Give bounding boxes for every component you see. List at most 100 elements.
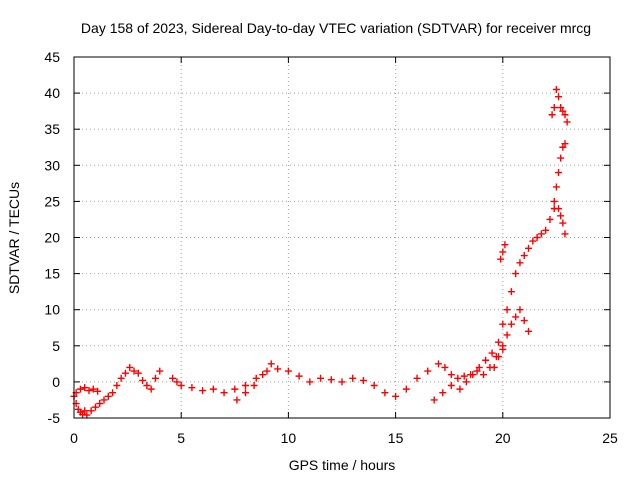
y-tick-label: 20 xyxy=(44,230,60,246)
data-point xyxy=(151,374,159,382)
data-point xyxy=(552,183,560,191)
x-tick-label: 25 xyxy=(602,430,618,446)
data-point xyxy=(488,349,496,357)
data-point xyxy=(561,230,569,238)
x-tick-label: 5 xyxy=(177,430,185,446)
data-point xyxy=(349,374,357,382)
plot-frame xyxy=(73,56,611,419)
data-point xyxy=(381,389,389,397)
data-point xyxy=(557,212,565,220)
data-point xyxy=(94,387,102,395)
data-point xyxy=(555,169,563,177)
x-axis-label: GPS time / hours xyxy=(289,457,396,473)
data-point xyxy=(563,118,571,126)
data-point xyxy=(104,392,112,400)
data-point xyxy=(439,389,447,397)
data-point xyxy=(462,378,470,386)
data-point xyxy=(87,407,95,415)
data-point xyxy=(402,385,410,393)
data-point xyxy=(177,382,185,390)
data-point xyxy=(499,342,507,350)
data-point xyxy=(117,374,125,382)
y-tick-label: 0 xyxy=(52,374,60,390)
data-point xyxy=(96,400,104,408)
data-point xyxy=(507,288,515,296)
data-point xyxy=(220,389,228,397)
data-point xyxy=(267,360,275,368)
x-tick-label: 10 xyxy=(281,430,297,446)
data-point xyxy=(83,411,91,419)
data-point xyxy=(447,371,455,379)
data-point xyxy=(559,219,567,227)
data-point xyxy=(242,382,250,390)
data-point xyxy=(507,320,515,328)
data-point xyxy=(552,85,560,93)
data-point xyxy=(447,382,455,390)
data-point xyxy=(529,237,537,245)
data-point xyxy=(561,140,569,148)
grid-lines xyxy=(74,57,610,418)
data-point xyxy=(139,376,147,384)
data-point xyxy=(81,407,89,415)
data-point xyxy=(242,389,250,397)
data-point xyxy=(306,378,314,386)
data-point xyxy=(482,356,490,364)
data-point xyxy=(456,385,464,393)
data-point xyxy=(501,241,509,249)
data-point xyxy=(555,205,563,213)
data-point xyxy=(274,365,282,373)
data-point xyxy=(495,353,503,361)
data-point xyxy=(317,374,325,382)
data-point xyxy=(550,197,558,205)
x-tick-label: 20 xyxy=(495,430,511,446)
data-point xyxy=(537,230,545,238)
data-point xyxy=(188,384,196,392)
y-tick-label: 5 xyxy=(52,338,60,354)
data-point xyxy=(559,143,567,151)
y-tick-label: 40 xyxy=(44,85,60,101)
y-tick-label: 25 xyxy=(44,193,60,209)
data-point xyxy=(516,306,524,314)
data-point xyxy=(525,327,533,335)
data-point xyxy=(91,403,99,411)
data-point xyxy=(499,320,507,328)
data-point xyxy=(173,378,181,386)
data-point xyxy=(143,382,151,390)
data-point xyxy=(413,374,421,382)
data-point xyxy=(424,367,432,375)
data-point xyxy=(480,371,488,379)
data-point xyxy=(85,387,93,395)
data-point xyxy=(542,226,550,234)
data-point xyxy=(512,270,520,278)
data-point xyxy=(559,107,567,115)
y-tick-label: 45 xyxy=(44,49,60,65)
data-point xyxy=(327,376,335,384)
data-point xyxy=(113,382,121,390)
data-point xyxy=(284,367,292,375)
data-point xyxy=(231,385,239,393)
y-axis-label: SDTVAR / TECUs xyxy=(6,182,22,294)
x-tick-label: 0 xyxy=(70,430,78,446)
data-point xyxy=(263,367,271,375)
data-point xyxy=(121,369,129,377)
data-point xyxy=(520,252,528,260)
data-point xyxy=(557,104,565,112)
data-point xyxy=(550,104,558,112)
data-point xyxy=(495,338,503,346)
y-tick-label: 15 xyxy=(44,266,60,282)
data-point xyxy=(169,374,177,382)
data-point xyxy=(490,363,498,371)
data-point xyxy=(475,363,483,371)
data-point xyxy=(370,382,378,390)
data-point xyxy=(100,396,108,404)
data-point xyxy=(434,360,442,368)
data-point xyxy=(259,371,267,379)
data-point xyxy=(134,369,142,377)
data-point xyxy=(561,111,569,119)
data-point xyxy=(454,374,462,382)
y-tick-label: -5 xyxy=(48,410,61,426)
axis-ticks: 0 5 10 15 20 25 -5 0 5 10 15 20 25 30 35 40 45 xyxy=(44,49,618,446)
data-point xyxy=(430,396,438,404)
data-point xyxy=(497,255,505,263)
